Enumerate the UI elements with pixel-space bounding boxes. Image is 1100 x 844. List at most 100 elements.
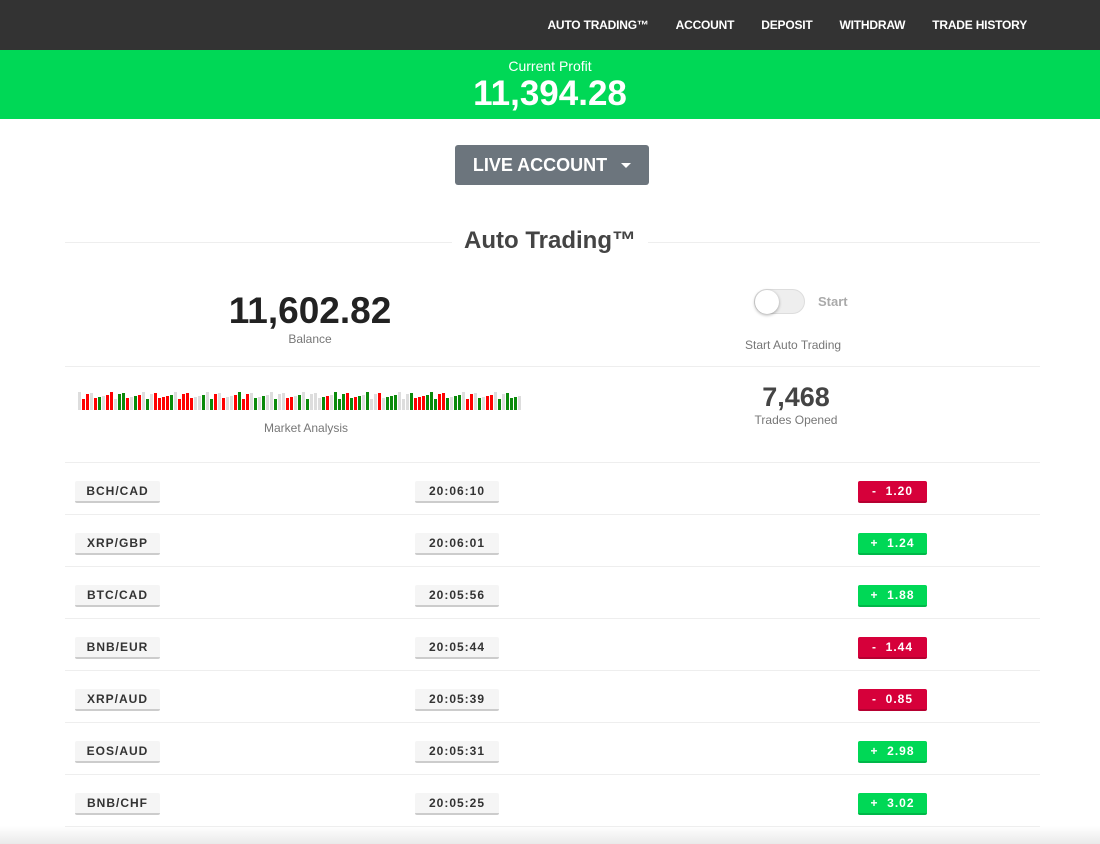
market-bar [514, 397, 517, 410]
market-bar [82, 399, 85, 410]
trades-label: Trades Opened [754, 413, 838, 427]
trades-block: 7,468 Trades Opened [740, 382, 852, 427]
market-bar [146, 399, 149, 410]
time-badge: 20:05:56 [415, 585, 499, 607]
market-bar [458, 395, 461, 410]
market-bar [266, 395, 269, 410]
market-bar [242, 399, 245, 410]
pair-badge: BTC/CAD [75, 585, 160, 607]
market-bar [202, 395, 205, 410]
market-bar [418, 397, 421, 410]
market-bar [162, 397, 165, 410]
live-account-dropdown[interactable]: LIVE ACCOUNT [455, 145, 649, 185]
market-bar [222, 398, 225, 410]
trades-value: 7,468 [762, 382, 830, 412]
market-bar [86, 394, 89, 410]
divider [65, 462, 1040, 463]
market-bar [150, 394, 153, 410]
market-bar [486, 396, 489, 410]
trade-row: XRP/GBP 20:06:01 + 1.24 [65, 515, 1040, 567]
market-bar [462, 392, 465, 410]
nav-auto-trading[interactable]: AUTO TRADING™ [547, 18, 649, 32]
account-label: LIVE ACCOUNT [472, 154, 608, 175]
market-bar [278, 394, 281, 410]
nav-withdraw[interactable]: WITHDRAW [839, 18, 906, 32]
market-bar [434, 399, 437, 410]
trade-row: BCH/CAD 20:06:10 - 1.20 [65, 463, 1040, 515]
market-bar [338, 399, 341, 410]
market-bar [502, 394, 505, 410]
market-bar [330, 395, 333, 410]
market-bar [402, 399, 405, 410]
market-bar [414, 398, 417, 410]
pair-badge: BNB/EUR [75, 637, 160, 659]
market-bar [126, 398, 129, 410]
market-bar [78, 392, 81, 410]
market-bar [310, 394, 313, 410]
market-bar [286, 398, 289, 410]
market-bar [186, 393, 189, 410]
market-bar [166, 396, 169, 410]
balance-value: 11,602.82 [228, 290, 392, 331]
market-bar [230, 396, 233, 410]
market-bar [282, 393, 285, 410]
market-bar [422, 396, 425, 410]
pair-badge: XRP/AUD [75, 689, 160, 711]
market-bar [394, 395, 397, 410]
market-bar [274, 399, 277, 410]
market-bar [238, 392, 241, 410]
market-bar [498, 399, 501, 410]
market-bar [250, 393, 253, 410]
market-bar [98, 397, 101, 410]
market-bar [454, 396, 457, 410]
nav-deposit[interactable]: DEPOSIT [761, 18, 813, 32]
market-bar [138, 395, 141, 410]
balance-label: Balance [288, 332, 332, 346]
change-badge: - 0.85 [858, 689, 927, 711]
time-badge: 20:05:25 [415, 793, 499, 815]
trade-row: BNB/CHF 20:05:25 + 3.02 [65, 775, 1040, 827]
pair-badge: BCH/CAD [75, 481, 160, 503]
market-bar [430, 392, 433, 410]
market-bar [214, 394, 217, 410]
market-bar [198, 396, 201, 410]
market-bar [134, 396, 137, 410]
market-bar [366, 392, 369, 410]
toggle-knob [755, 290, 779, 314]
market-bar [406, 394, 409, 410]
trade-row: XRP/AUD 20:05:39 - 0.85 [65, 671, 1040, 723]
market-bar [450, 397, 453, 410]
market-bar [494, 392, 497, 410]
market-analysis-chart [78, 388, 521, 410]
time-badge: 20:05:39 [415, 689, 499, 711]
market-bar [154, 393, 157, 410]
auto-trading-toggle[interactable] [754, 289, 805, 314]
market-bar [246, 394, 249, 410]
market-bar [210, 399, 213, 410]
market-bar [466, 399, 469, 410]
market-bar [446, 398, 449, 410]
bottom-fade [0, 826, 1100, 844]
trade-row: BTC/CAD 20:05:56 + 1.88 [65, 567, 1040, 619]
market-bar [90, 393, 93, 410]
market-bar [358, 396, 361, 410]
divider [65, 366, 1040, 367]
market-bar [306, 399, 309, 410]
market-bar [326, 396, 329, 410]
market-bar [290, 397, 293, 410]
toggle-label: Start [818, 294, 848, 309]
trade-row: EOS/AUD 20:05:31 + 2.98 [65, 723, 1040, 775]
market-bar [206, 392, 209, 410]
market-bar [374, 394, 377, 410]
market-bar [350, 398, 353, 410]
market-bar [370, 399, 373, 410]
market-bar [226, 397, 229, 410]
change-badge: + 2.98 [858, 741, 927, 763]
nav-account[interactable]: ACCOUNT [675, 18, 735, 32]
pair-badge: EOS/AUD [75, 741, 160, 763]
nav-trade-history[interactable]: TRADE HISTORY [932, 18, 1027, 32]
market-bar [470, 394, 473, 410]
pair-badge: XRP/GBP [75, 533, 160, 555]
market-bar [362, 395, 365, 410]
market-bar [518, 396, 521, 410]
